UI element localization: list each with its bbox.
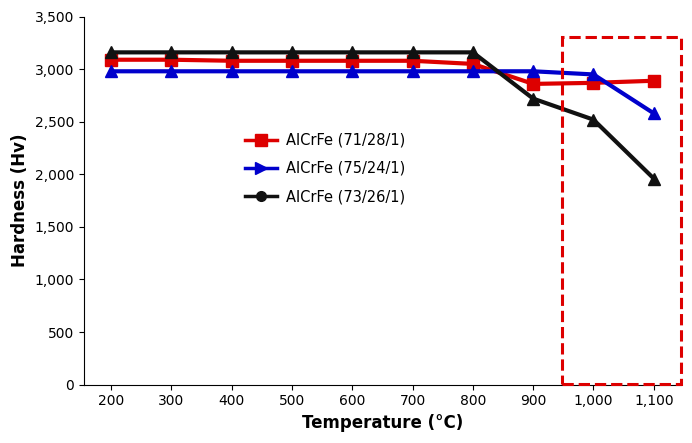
X-axis label: Temperature (°C): Temperature (°C) xyxy=(302,414,463,432)
Y-axis label: Hardness (Hv): Hardness (Hv) xyxy=(11,134,29,268)
Bar xyxy=(562,37,681,384)
Legend: AlCrFe (71/28/1), AlCrFe (75/24/1), AlCrFe (73/26/1): AlCrFe (71/28/1), AlCrFe (75/24/1), AlCr… xyxy=(239,127,411,210)
